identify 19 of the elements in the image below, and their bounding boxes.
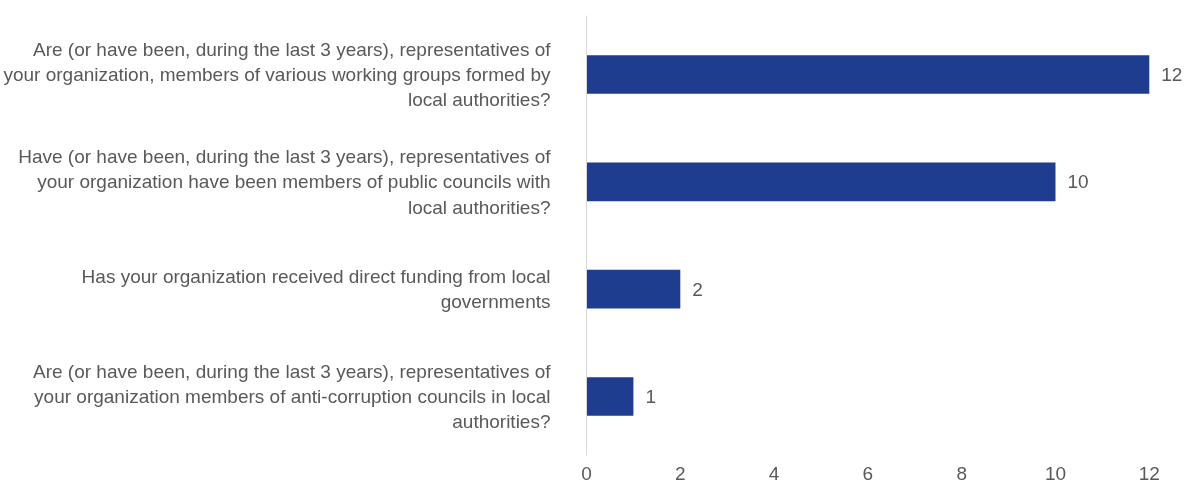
- data-label: 10: [1067, 171, 1089, 193]
- bar: [586, 162, 1056, 202]
- x-tick-label: 6: [862, 462, 874, 482]
- x-tick-label: 12: [1138, 462, 1160, 482]
- x-tick-label: 0: [581, 462, 592, 482]
- bar: [586, 269, 681, 309]
- x-tick-label: 8: [956, 462, 967, 482]
- x-tick-label: 4: [768, 462, 780, 482]
- y-tick-label: Are (or have been, during the last 3 years), representatives of your organization, members of various working groups formed by local authorities?: [3, 38, 552, 111]
- data-label: 12: [1161, 64, 1183, 86]
- y-tick-label: Has your organization received direct funding from local governments: [81, 266, 551, 313]
- data-label: 2: [692, 278, 703, 300]
- x-tick-label: 10: [1044, 462, 1067, 482]
- y-tick-label: Have (or have been, during the last 3 years), representatives of your organization have been members of public councils with local authorities?: [18, 146, 552, 218]
- y-tick-label: Are (or have been, during the last 3 years), representatives of your organization members of anti-corruption councils in local authorities?: [33, 360, 552, 433]
- x-tick-label: 2: [675, 462, 686, 482]
- bar: [586, 377, 634, 416]
- bar: [586, 55, 1150, 94]
- data-label: 1: [645, 385, 656, 407]
